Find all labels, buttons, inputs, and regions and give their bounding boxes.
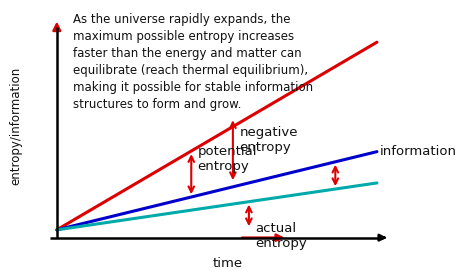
Text: information: information: [380, 145, 457, 158]
Text: negative
entropy: negative entropy: [239, 126, 298, 154]
Text: As the universe rapidly expands, the
maximum possible entropy increases
faster t: As the universe rapidly expands, the max…: [73, 13, 313, 111]
Text: actual
entropy: actual entropy: [255, 222, 307, 250]
Text: time: time: [212, 257, 242, 270]
Text: entropy/information: entropy/information: [9, 67, 22, 185]
Text: potential
entropy: potential entropy: [198, 145, 257, 173]
